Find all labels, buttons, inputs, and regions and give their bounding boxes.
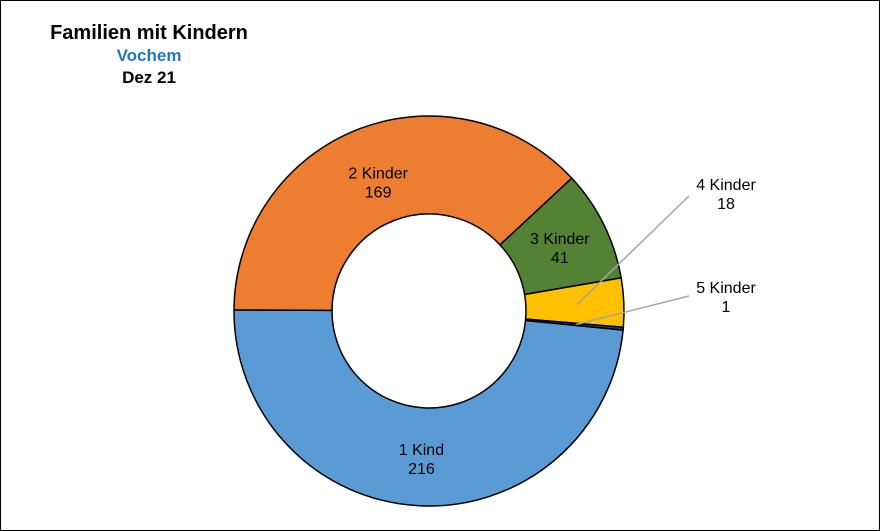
leader-line-4-kinder (576, 195, 690, 306)
data-label-value: 169 (365, 185, 392, 202)
data-label-name: 5 Kinder (696, 280, 756, 297)
slice-2-kinder (233, 115, 573, 312)
chart-date: Dez 21 (122, 68, 176, 87)
data-label-name: 1 Kind (399, 442, 444, 459)
data-label-value: 216 (408, 461, 435, 478)
data-label-name: 4 Kinder (696, 177, 756, 194)
data-label-name: 2 Kinder (348, 166, 408, 183)
chart-title: Familien mit Kindern (50, 22, 248, 44)
data-label-value: 41 (551, 250, 569, 267)
data-label-value: 18 (717, 196, 735, 213)
leader-lines (576, 195, 690, 326)
donut-slices (233, 115, 625, 507)
leader-line-5-kinder (576, 295, 690, 326)
slice-labels: 1 Kind 216 2 Kinder 169 3 Kinder 41 4 Kinder 18… (348, 166, 756, 478)
chart-subtitle: Vochem (116, 46, 182, 65)
slice-1-kind (233, 309, 624, 507)
data-label-name: 3 Kinder (530, 231, 590, 248)
slice-5-kinder (524, 318, 625, 331)
chart-title-block: Familien mit Kindern Vochem Dez 21 (19, 21, 279, 89)
data-label-value: 1 (722, 299, 731, 316)
